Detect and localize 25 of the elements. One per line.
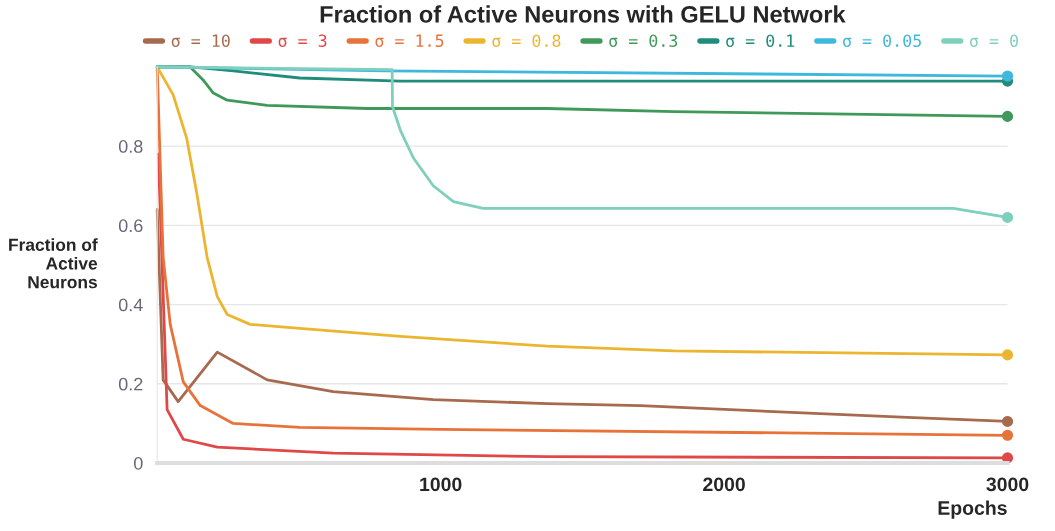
point [1001,349,1014,361]
legend-label: σ = 10 [171,34,230,48]
point [1001,429,1014,441]
legend-label: σ = 0.1 [726,34,795,48]
chart-title: Fraction of Active Neurons with GELU Network [320,5,846,23]
x-tick-label: 1000 [420,477,462,492]
y-tick-label: 0.2 [118,377,143,391]
point [1001,70,1014,82]
x-axis-title: Epochs [938,500,1007,519]
point [1001,415,1014,427]
legend-label: σ = 0.05 [843,34,921,48]
y-tick-label: 0 [133,456,143,470]
x-tick-label: 3000 [986,477,1029,492]
legend-label: σ = 3 [278,34,327,48]
y-tick-label: 0.4 [118,298,143,312]
legend-label: σ = 0.3 [609,34,678,48]
legend-label: σ = 0 [970,34,1018,48]
point [1001,110,1014,122]
y-tick-label: 0.8 [118,140,143,153]
point [1001,211,1014,223]
legend-label: σ = 1.5 [375,34,444,48]
legend-label: σ = 0.8 [492,34,561,48]
y-tick-label: 0.6 [118,219,143,233]
y-axis-title: Fraction of Active Neurons [9,238,98,289]
x-tick-label: 2000 [703,477,745,492]
